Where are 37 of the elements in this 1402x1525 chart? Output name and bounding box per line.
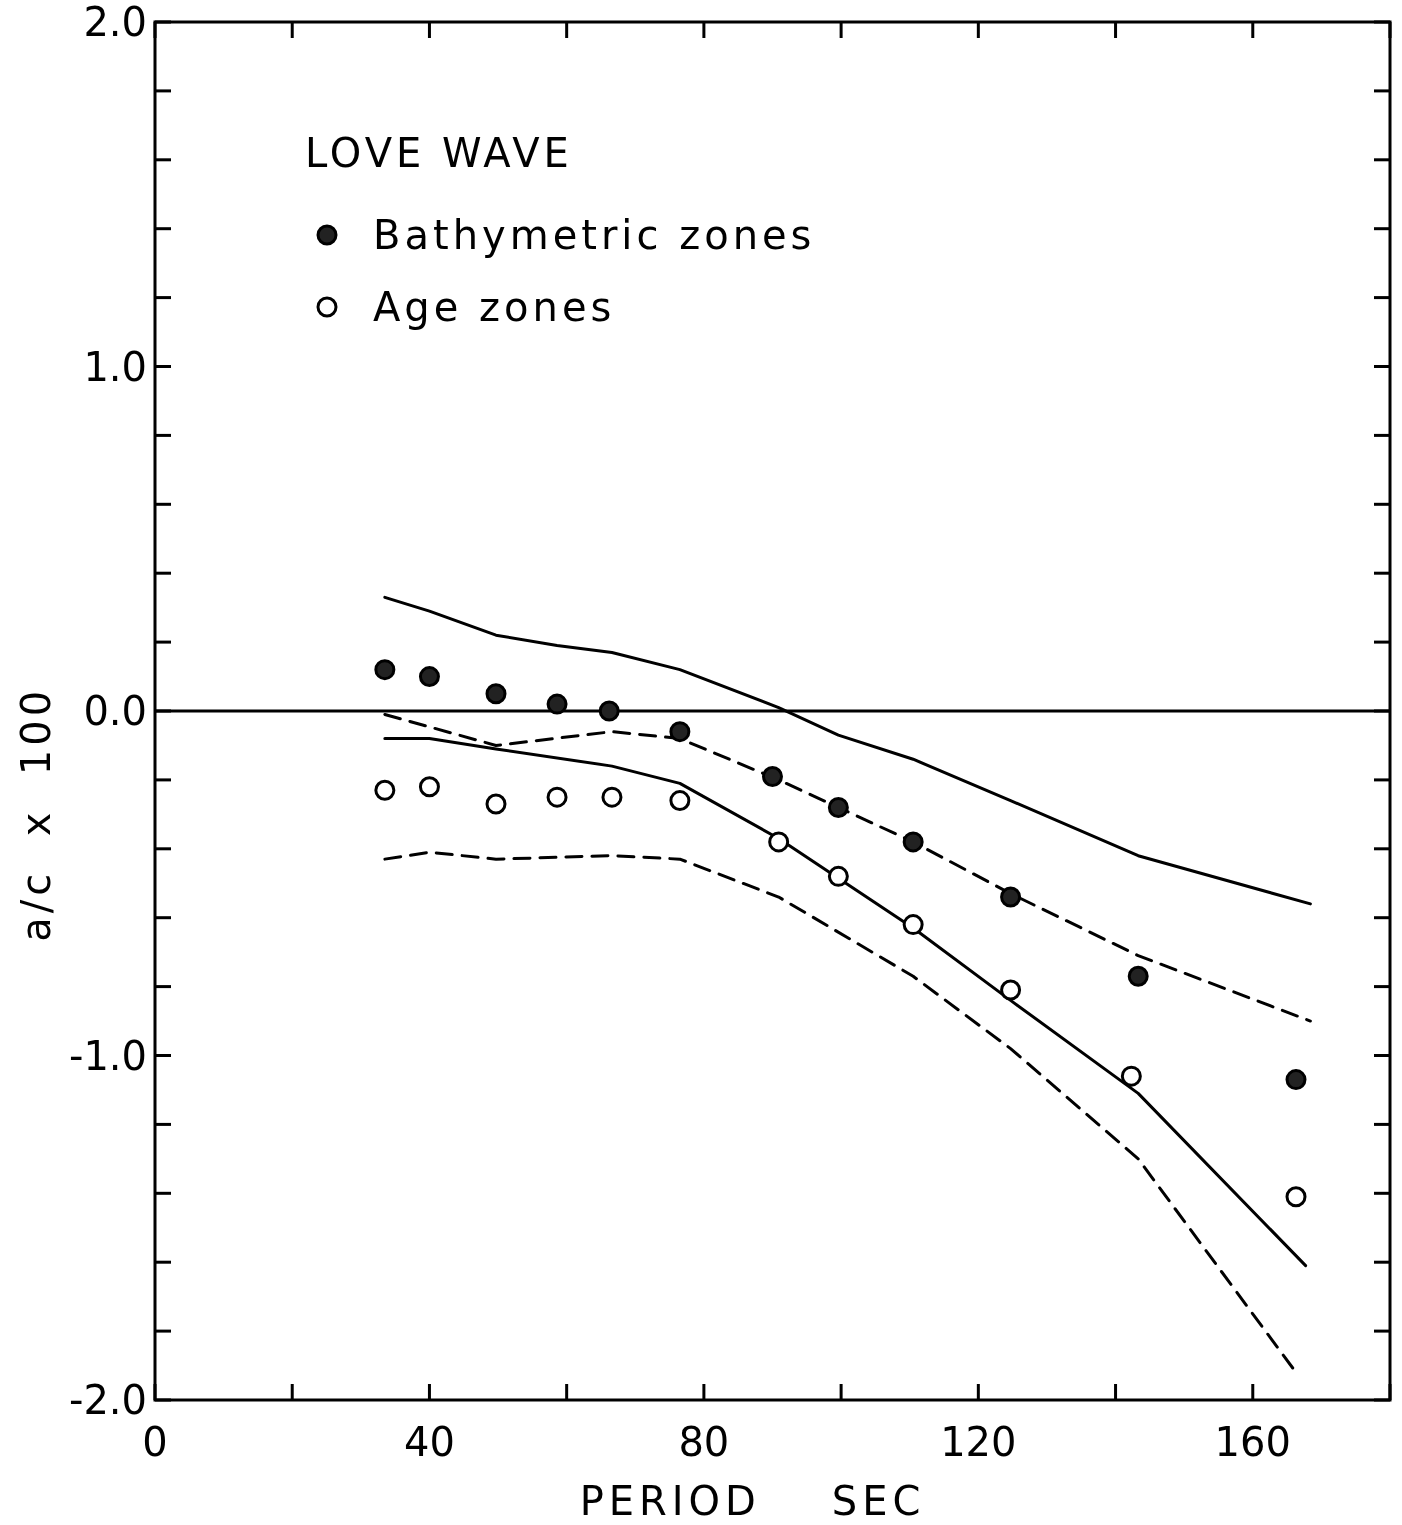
- legend-label: Age zones: [373, 284, 616, 330]
- y-tick-label: 1.0: [83, 343, 147, 390]
- point: [1285, 1069, 1307, 1091]
- point: [669, 790, 691, 812]
- point: [1000, 886, 1022, 908]
- point: [485, 683, 507, 705]
- point: [768, 831, 790, 853]
- point: [418, 776, 440, 798]
- x-tick-label: 80: [678, 1419, 730, 1465]
- point: [669, 721, 691, 743]
- x-tick-label: 120: [940, 1419, 1017, 1465]
- point: [374, 779, 396, 801]
- y-tick-label: 2.0: [83, 0, 147, 45]
- point: [902, 914, 924, 936]
- point: [601, 786, 623, 808]
- x-tick-label: 160: [1214, 1419, 1291, 1465]
- point: [418, 666, 440, 688]
- point: [902, 831, 924, 853]
- point: [827, 865, 849, 887]
- point: [1285, 1186, 1307, 1208]
- y-axis-title: a/c x 100: [13, 686, 59, 942]
- y-tick-label: 0.0: [83, 688, 147, 734]
- point: [827, 796, 849, 818]
- x-axis-title: PERIOD SEC: [579, 1478, 926, 1524]
- point: [374, 659, 396, 681]
- legend-title: LOVE WAVE: [305, 130, 573, 176]
- point: [762, 765, 783, 787]
- point: [485, 793, 507, 815]
- point: [546, 786, 568, 808]
- point: [546, 693, 568, 715]
- point: [1120, 1065, 1142, 1087]
- legend-label: Bathymetric zones: [373, 212, 816, 258]
- y-tick-label: -1.0: [68, 1032, 147, 1079]
- x-tick-label: 40: [403, 1419, 455, 1465]
- point: [1000, 979, 1022, 1001]
- point: [1127, 965, 1149, 987]
- point: [598, 700, 620, 722]
